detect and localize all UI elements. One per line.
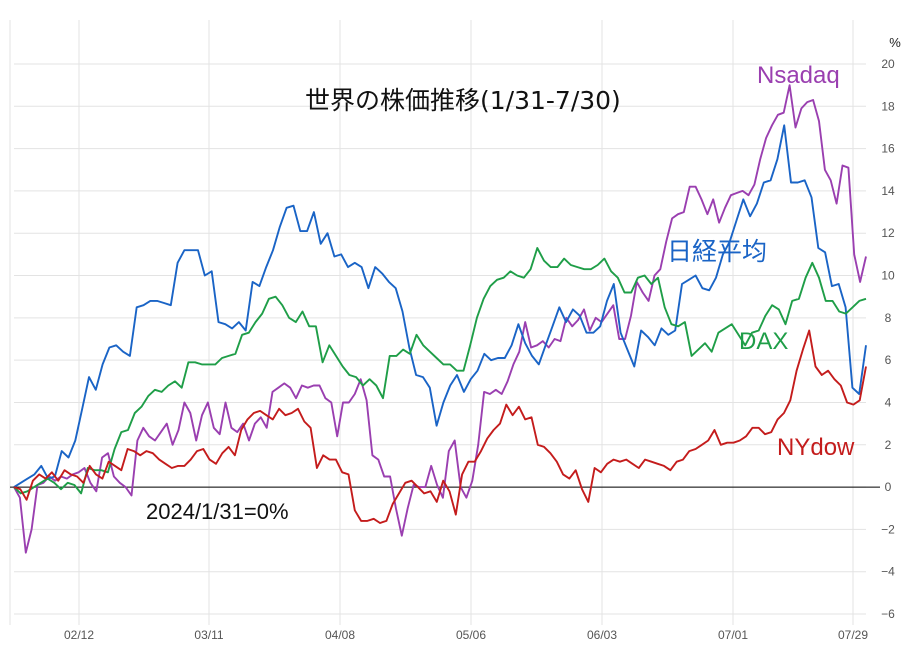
x-tick-label: 05/06 <box>456 628 486 642</box>
series-line-2 <box>13 247 867 495</box>
series-line-1 <box>13 124 867 488</box>
x-tick-label: 06/03 <box>587 628 617 642</box>
x-tick-label: 04/08 <box>325 628 355 642</box>
y-tick-label: −4 <box>881 565 895 579</box>
x-tick-label: 03/11 <box>194 628 223 642</box>
y-tick-label: −2 <box>881 522 895 536</box>
y-tick-label: 10 <box>881 269 895 283</box>
baseline-label: 2024/1/31=0% <box>146 499 289 524</box>
y-tick-label: 6 <box>885 353 892 367</box>
x-tick-label: 07/29 <box>838 628 868 642</box>
series-line-3 <box>13 329 867 524</box>
x-tick-label: 07/01 <box>718 628 748 642</box>
y-tick-label: 8 <box>885 311 892 325</box>
series-lines <box>13 84 867 554</box>
y-tick-label: 20 <box>881 57 895 71</box>
series-label-nsadaq: Nsadaq <box>757 62 840 89</box>
x-tick-label: 02/12 <box>64 628 94 642</box>
y-axis-unit: % <box>889 35 901 50</box>
y-tick-label: 18 <box>881 99 895 113</box>
y-tick-label: 16 <box>881 142 895 156</box>
series-label-nydow: NYdow <box>777 434 855 461</box>
y-tick-label: 0 <box>885 480 892 494</box>
chart-title: 世界の株価推移(1/31-7/30) <box>305 86 621 115</box>
y-tick-label: −6 <box>881 607 895 621</box>
y-tick-label: 14 <box>881 184 895 198</box>
series-label-nikkei: 日経平均 <box>667 237 767 266</box>
series-label-dax: DAX <box>739 328 788 355</box>
x-axis-ticks: 02/12 03/11 04/08 05/06 06/03 07/01 07/29 <box>64 628 868 642</box>
y-tick-label: 4 <box>885 395 892 409</box>
y-tick-label: 12 <box>881 226 895 240</box>
series-line-0 <box>13 84 867 554</box>
y-tick-label: 2 <box>885 438 892 452</box>
